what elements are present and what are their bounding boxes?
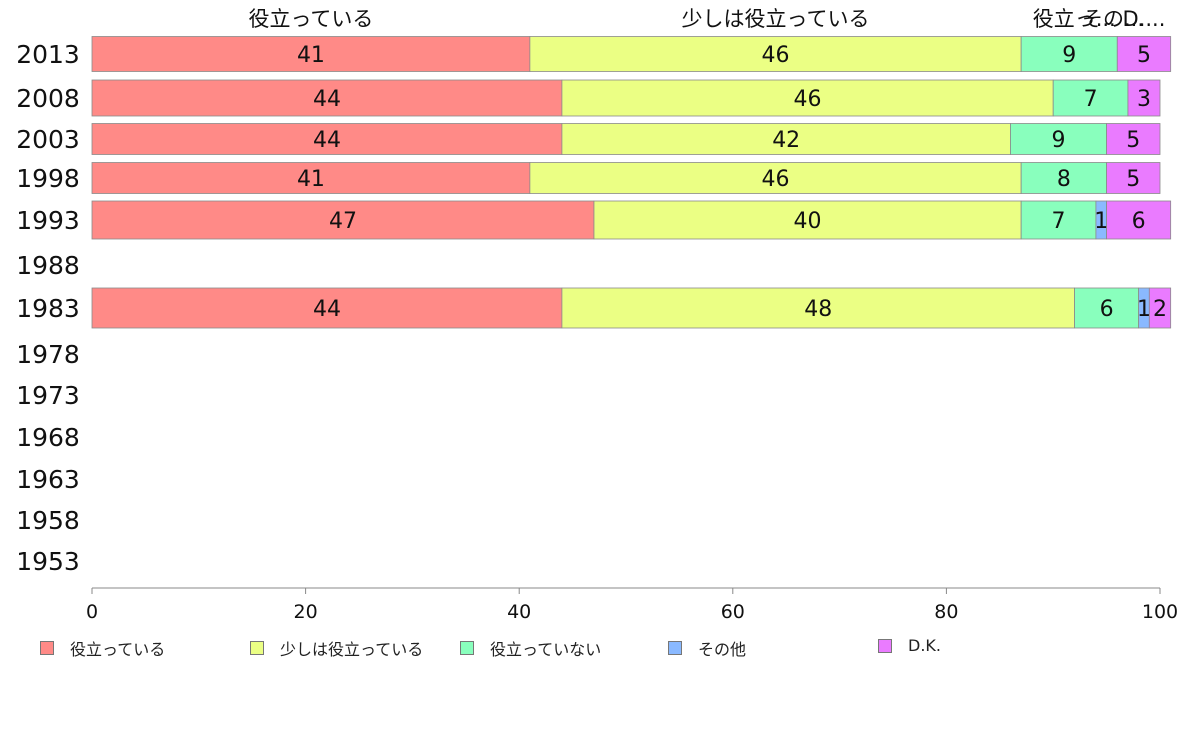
legend-item: D.K. (878, 636, 941, 655)
x-tick-label: 0 (86, 601, 98, 623)
x-tick-label: 20 (294, 601, 318, 623)
x-tick-label: 100 (1142, 601, 1178, 623)
data-label: 3 (1137, 87, 1151, 112)
legend-item: 役立っていない (460, 636, 601, 660)
data-label: 44 (313, 128, 341, 153)
bar-segment (561, 287, 1075, 329)
bar-segment (91, 287, 563, 329)
top-series-label: その... (1082, 7, 1144, 31)
data-label: 6 (1132, 209, 1146, 234)
data-label: 44 (313, 87, 341, 112)
bar-segment (1074, 287, 1140, 329)
legend-label: 少しは役立っている (280, 640, 424, 659)
y-tick-label: 1983 (16, 294, 80, 323)
legend-item: 役立っている (40, 636, 165, 660)
data-label: 7 (1052, 209, 1066, 234)
top-series-label: 役立っ... (1033, 7, 1116, 31)
y-tick-label: 1993 (16, 206, 80, 235)
data-label: 6 (1100, 297, 1114, 322)
chart: 役立っている 少しは役立っている 役立っ...その...D.... 41 46 9 5 44… (16, 7, 1178, 623)
y-tick-label: 1958 (16, 506, 80, 535)
bar-segment (1052, 79, 1129, 117)
top-series-label: 少しは役立っている (682, 7, 870, 31)
legend-swatch (668, 641, 682, 655)
bar-segment (1106, 162, 1161, 194)
data-label: 2 (1153, 297, 1167, 322)
legend-swatch (40, 641, 54, 655)
bar-segment (1106, 200, 1172, 240)
data-label: 48 (804, 297, 832, 322)
bar-segment (593, 200, 1022, 240)
data-label: 7 (1084, 87, 1098, 112)
legend-item: その他 (668, 636, 746, 660)
data-label: 8 (1057, 167, 1071, 192)
bar-segment (529, 162, 1022, 194)
bar-segment (1127, 79, 1161, 117)
data-label: 41 (297, 43, 325, 68)
data-label: 44 (313, 297, 341, 322)
data-label: 1 (1137, 297, 1151, 322)
y-tick-label: 2003 (16, 125, 80, 154)
data-label: 9 (1062, 43, 1076, 68)
data-label: 46 (762, 43, 790, 68)
x-tick-label: 40 (507, 601, 531, 623)
bar-segment (91, 162, 531, 194)
y-tick-label: 1988 (16, 251, 80, 280)
legend-label: 役立っていない (490, 640, 602, 659)
data-label: 1 (1094, 209, 1108, 234)
y-tick-label: 1973 (16, 381, 80, 410)
data-label: 42 (772, 128, 800, 153)
y-tick-label: 1953 (16, 547, 80, 576)
legend-label: D.K. (908, 636, 941, 655)
x-tick-label: 80 (934, 601, 958, 623)
y-tick-label: 2008 (16, 84, 80, 113)
bar-segment (561, 79, 1054, 117)
data-label: 46 (762, 167, 790, 192)
data-label: 47 (329, 209, 357, 234)
data-label: 5 (1126, 128, 1140, 153)
bar-segment (1010, 123, 1107, 155)
y-axis-labels: 2013 2008 2003 1998 1993 1988 1983 1978 1973 1968… (16, 40, 80, 576)
x-axis: 0 20 40 60 80 100 (86, 587, 1178, 623)
legend: 役立っている 少しは役立っている 役立っていない その他 D.K. (0, 636, 1188, 666)
data-label: 5 (1126, 167, 1140, 192)
y-tick-label: 1978 (16, 340, 80, 369)
data-label: 41 (297, 167, 325, 192)
top-labels: 役立っている 少しは役立っている 役立っ...その...D.... (248, 7, 1165, 31)
legend-swatch (878, 638, 892, 653)
data-label: 5 (1137, 43, 1151, 68)
bar-segment (91, 79, 563, 117)
legend-item: 少しは役立っている (250, 636, 423, 660)
y-tick-label: 2013 (16, 40, 80, 69)
legend-label: 役立っている (70, 640, 166, 659)
y-tick-label: 1963 (16, 465, 80, 494)
x-tick-label: 60 (721, 601, 745, 623)
legend-swatch (460, 641, 474, 655)
legend-swatch (250, 641, 264, 655)
legend-label: その他 (698, 640, 747, 659)
data-label: 40 (794, 209, 822, 234)
data-label: 46 (794, 87, 822, 112)
top-series-label: D.... (1123, 7, 1166, 31)
top-series-label: 役立っている (248, 7, 373, 31)
bar-segment (1148, 287, 1172, 329)
y-tick-label: 1998 (16, 164, 80, 193)
bar-segment (91, 123, 563, 155)
bar-segment (1116, 36, 1172, 72)
bar-segment (1106, 123, 1161, 155)
bar-segment (561, 123, 1011, 155)
bar-segment (91, 36, 531, 72)
data-label: 9 (1052, 128, 1066, 153)
bar-segment (91, 200, 595, 240)
bars: 41 46 9 544 46 7 344 42 9 541 46 8 547 40 7 1 644 48 6 1 2 (91, 36, 1172, 329)
y-tick-label: 1968 (16, 423, 80, 452)
